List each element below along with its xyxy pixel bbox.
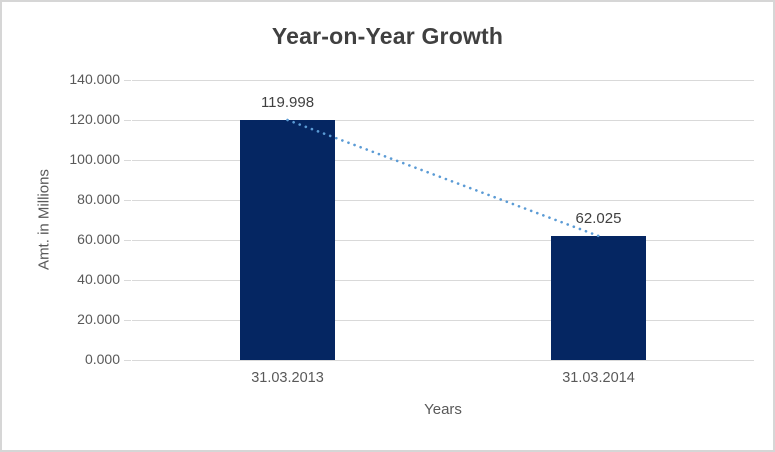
bar-data-label: 119.998 bbox=[260, 94, 315, 111]
y-tick-label: 60.000 bbox=[77, 231, 120, 247]
y-tick-label: 100.000 bbox=[69, 151, 120, 167]
gridline bbox=[132, 280, 754, 281]
y-tick-mark bbox=[124, 320, 131, 321]
y-tick-mark bbox=[124, 160, 131, 161]
gridline bbox=[132, 80, 754, 81]
x-tick-label: 31.03.2013 bbox=[251, 370, 324, 386]
y-tick-label: 40.000 bbox=[77, 271, 120, 287]
gridline bbox=[132, 240, 754, 241]
bar-31.03.2014 bbox=[551, 235, 646, 360]
y-tick-mark bbox=[124, 280, 131, 281]
bar-data-label: 62.025 bbox=[575, 209, 622, 227]
x-axis-line bbox=[132, 360, 754, 361]
y-tick-label: 80.000 bbox=[77, 191, 120, 207]
x-tick-label: 31.03.2014 bbox=[562, 370, 635, 386]
bar-31.03.2013 bbox=[240, 120, 335, 360]
y-tick-mark bbox=[124, 120, 131, 121]
gridline bbox=[132, 160, 754, 161]
gridline bbox=[132, 320, 754, 321]
y-tick-label: 0.000 bbox=[84, 351, 120, 367]
y-tick-mark bbox=[124, 80, 131, 81]
y-tick-mark bbox=[124, 200, 131, 201]
y-tick-mark bbox=[124, 360, 131, 361]
x-axis-title: Years bbox=[424, 401, 462, 418]
y-tick-mark bbox=[124, 240, 131, 241]
chart-title: Year-on-Year Growth bbox=[271, 23, 504, 49]
y-tick-label: 140.000 bbox=[69, 71, 120, 87]
gridline bbox=[132, 200, 754, 201]
y-tick-label: 120.000 bbox=[69, 111, 120, 127]
gridline bbox=[132, 120, 754, 121]
y-tick-label: 20.000 bbox=[77, 311, 120, 327]
